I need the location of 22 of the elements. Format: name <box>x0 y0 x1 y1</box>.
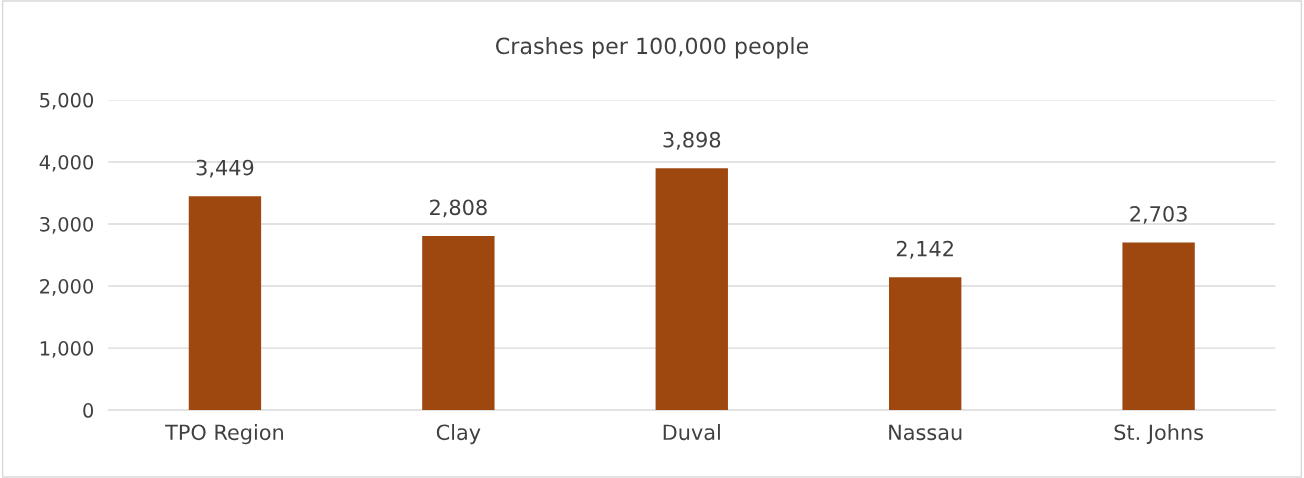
y-tick-label: 1,000 <box>40 341 94 358</box>
x-tick-label: TPO Region <box>165 424 283 445</box>
bar <box>422 235 495 411</box>
data-label: 2,808 <box>430 199 487 218</box>
bar <box>655 168 728 411</box>
y-tick-label: 2,000 <box>40 278 94 296</box>
x-tick-label: Clay <box>436 424 481 445</box>
data-label: 3,449 <box>196 159 254 178</box>
x-tick-label: Duval <box>663 424 720 441</box>
data-label: 2,142 <box>896 240 953 259</box>
data-label: 2,703 <box>1130 205 1187 224</box>
x-tick-label: Nassau <box>889 424 962 441</box>
bar <box>1122 242 1195 411</box>
chart-title: Crashes per 100,000 people <box>495 37 809 59</box>
data-label: 3,898 <box>663 131 721 150</box>
y-tick-label: 0 <box>83 403 94 418</box>
y-tick-label: 5,000 <box>40 92 94 110</box>
bar <box>188 196 262 411</box>
y-tick-label: 4,000 <box>39 154 94 172</box>
y-tick-label: 3,000 <box>40 216 94 234</box>
x-tick-label: St. Johns <box>1114 424 1203 445</box>
bar <box>889 277 962 411</box>
